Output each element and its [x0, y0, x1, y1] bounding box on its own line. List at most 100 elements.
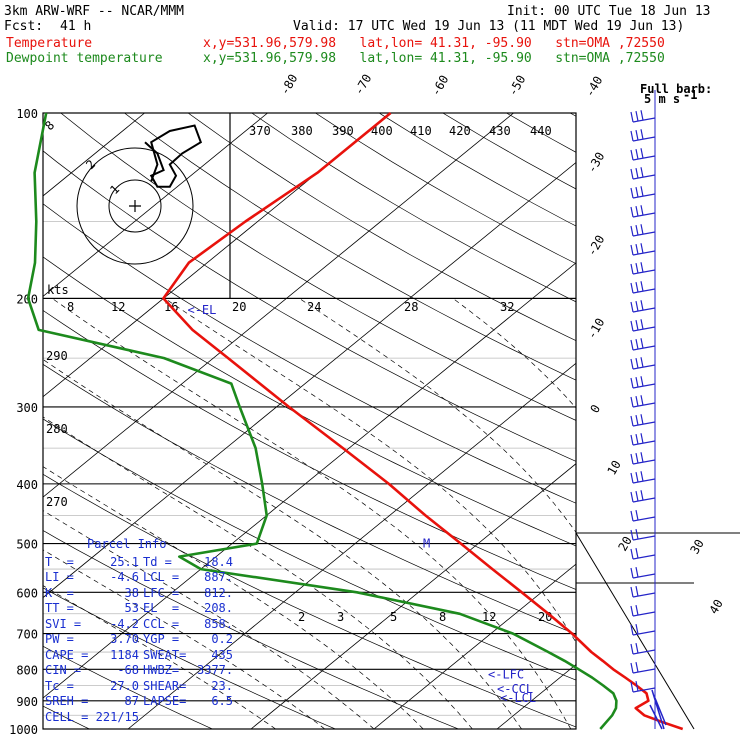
parcel-cell-3: 812.: [204, 585, 233, 600]
isotherm-label--30: -30: [584, 150, 607, 176]
wind-barb: [630, 623, 656, 636]
theta-label-390: 390: [332, 124, 354, 138]
parcel-cell-3: 858.: [204, 616, 233, 631]
barb-flag: [630, 662, 634, 674]
barb-shaft: [632, 630, 656, 636]
theta-label-400: 400: [371, 124, 393, 138]
barb-shaft: [632, 478, 656, 484]
pressure-label-900: 900: [16, 695, 38, 709]
barb-flag: [630, 282, 634, 294]
pressure-label-800: 800: [16, 663, 38, 677]
model-title: 3km ARW-WRF -- NCAR/MMM: [4, 4, 185, 19]
barb-shaft: [632, 269, 656, 275]
barb-flag: [630, 434, 634, 446]
parcel-cell-3: 435: [211, 647, 233, 662]
isotherm-label--50: -50: [505, 73, 528, 99]
barb-flag: [630, 396, 634, 408]
barb-flag: [635, 528, 639, 540]
wind-barb: [630, 357, 656, 370]
barb-flag: [630, 168, 634, 180]
barb-shaft: [632, 649, 656, 655]
fcst-label: Fcst:: [4, 19, 44, 34]
barb-flag: [630, 586, 634, 598]
isotherm--70: [43, 113, 268, 297]
wind-barb: [630, 452, 656, 465]
barb-shaft: [632, 611, 656, 617]
barb-flag: [635, 661, 639, 673]
parcel-cell-1: -4.2: [110, 616, 139, 631]
parcel-row: K = 38 LFC = 812.: [45, 586, 235, 602]
init-time: Init: 00 UTC Tue 18 Jun 13: [507, 4, 711, 19]
mixing-ratio-label-12: 12: [111, 300, 125, 314]
parcel-row: SREH = 87 LAPSE= 6.5: [45, 694, 235, 710]
barb-flag: [630, 111, 634, 123]
barb-flag: [630, 453, 634, 465]
wind-barb: [630, 528, 656, 541]
barb-flag: [635, 585, 639, 597]
isotherm-label--60: -60: [428, 73, 451, 99]
barb-flag: [630, 130, 634, 142]
wind-barb: [630, 395, 656, 408]
isotherm--50: [43, 113, 514, 498]
parcel-info-title: Parcel Info: [87, 537, 167, 551]
barb-flag: [635, 509, 639, 521]
m-marker: M: [423, 537, 430, 551]
wind-barb: [630, 680, 656, 693]
dry-adiabat-370: [124, 113, 576, 381]
pressure-label-100: 100: [16, 107, 38, 121]
barb-flag: [640, 376, 644, 387]
barb-flag: [635, 433, 639, 445]
barb-flag: [640, 471, 644, 482]
barb-flag: [630, 320, 634, 332]
moist-adiabat--4: [43, 549, 326, 729]
parcel-cell-0: TT =: [45, 601, 74, 615]
hodograph-trace: [144, 124, 203, 188]
barb-flag: [635, 604, 639, 616]
parcel-cell-1: 38: [124, 585, 139, 600]
dry-adiabat-360: [60, 113, 576, 421]
hodograph-ring-inner: [108, 179, 162, 233]
parcel-row: CAPE = 1184 SWEAT= 435: [45, 648, 235, 664]
parcel-cell-1: 221/15: [95, 709, 139, 724]
theta-label-370: 370: [249, 124, 271, 138]
pressure-label-600: 600: [16, 586, 38, 600]
mixing-ratio-label-8: 8: [67, 300, 74, 314]
parcel-cell-1: 1184: [110, 647, 139, 662]
wind-barb: [630, 129, 656, 142]
barb-shaft: [632, 668, 656, 674]
barb-shaft: [632, 592, 656, 598]
barb-flag: [640, 129, 644, 140]
moist-adiabat-28: [452, 298, 576, 409]
parcel-cell-2: CCL =: [143, 616, 180, 631]
profile-series: [26, 111, 684, 731]
parcel-row: LI = -4.6 LCL = 887.: [45, 570, 235, 586]
barb-shaft: [632, 364, 656, 370]
barb-flag: [640, 205, 644, 216]
barb-shaft: [632, 573, 656, 579]
lcl-marker: <-LCL: [500, 691, 536, 705]
barb-flag: [630, 491, 634, 503]
moist-adiabat-16: [51, 298, 572, 729]
parcel-cell-2: SHEAR=: [143, 678, 187, 693]
barb-flag: [640, 414, 644, 425]
barb-shaft: [632, 136, 656, 142]
parcel-cell-0: CIN =: [45, 663, 82, 677]
barb-shaft: [632, 288, 656, 294]
barb-cluster: [649, 689, 667, 730]
barb-flag: [635, 566, 639, 578]
parcel-row: Tc = 27.0 SHEAR= 23.: [45, 679, 235, 695]
parcel-cell-0: LI =: [45, 570, 74, 584]
mixing-ratio-low-label-3: 3: [337, 610, 344, 624]
dry-adiabat-340: [43, 203, 576, 504]
wind-barb: [630, 471, 656, 484]
wind-barb: [630, 262, 656, 275]
parcel-cell-0: CAPE =: [45, 647, 89, 662]
isotherm-label--80: -80: [277, 72, 300, 98]
barb-shaft: [632, 440, 656, 446]
isotherm--60: [43, 113, 391, 398]
temperature-legend: Temperature: [6, 36, 93, 51]
wind-barb: [630, 224, 656, 237]
theta-label-420: 420: [449, 124, 471, 138]
barb-flag: [635, 186, 639, 198]
dry-adiabat-260: [43, 645, 213, 729]
